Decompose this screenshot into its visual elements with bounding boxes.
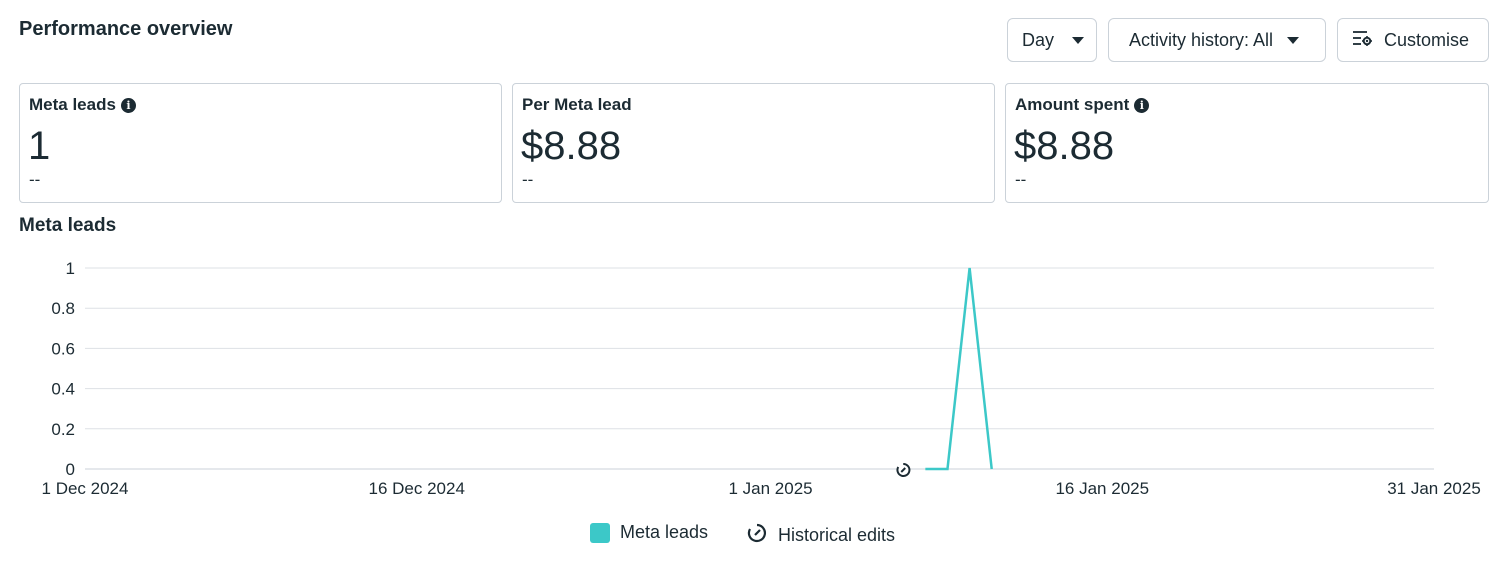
metric-label: Amount spent bbox=[1015, 95, 1130, 114]
y-tick-label: 0.8 bbox=[51, 299, 75, 318]
activity-history-dropdown-button[interactable]: Activity history: All bbox=[1108, 18, 1326, 62]
x-tick-label: 1 Jan 2025 bbox=[728, 479, 812, 498]
x-tick-label: 16 Dec 2024 bbox=[369, 479, 465, 498]
metric-label: Meta leads bbox=[29, 95, 116, 114]
info-icon[interactable]: i bbox=[1134, 97, 1150, 113]
page-title: Performance overview bbox=[19, 18, 233, 40]
metric-value: $8.88 bbox=[521, 124, 622, 168]
caret-down-icon bbox=[1072, 36, 1085, 44]
y-tick-label: 0 bbox=[66, 460, 75, 479]
x-tick-label: 16 Jan 2025 bbox=[1055, 479, 1149, 498]
caret-down-icon bbox=[1287, 36, 1300, 44]
day-dropdown-button[interactable]: Day bbox=[1007, 18, 1097, 62]
legend-item-meta-leads[interactable]: Meta leads bbox=[590, 522, 708, 543]
x-tick-label: 1 Dec 2024 bbox=[42, 479, 129, 498]
legend-item-historical-edits[interactable]: Historical edits bbox=[746, 522, 895, 549]
metric-card-amount-spent[interactable]: Amount spent i $8.88 -- bbox=[1005, 83, 1489, 203]
info-icon[interactable]: i bbox=[120, 97, 136, 113]
activity-history-label: Activity history: All bbox=[1129, 29, 1274, 50]
legend-label: Meta leads bbox=[620, 522, 709, 542]
metric-value: $8.88 bbox=[1014, 124, 1115, 168]
historical-edits-icon bbox=[746, 522, 768, 549]
metric-card-meta-leads[interactable]: Meta leads i 1 -- bbox=[19, 83, 502, 203]
metric-value: 1 bbox=[28, 124, 51, 168]
series-line-meta-leads[interactable] bbox=[925, 267, 993, 471]
metric-card-per-meta-lead[interactable]: Per Meta lead $8.88 -- bbox=[512, 83, 995, 203]
historical-edit-marker[interactable] bbox=[896, 462, 911, 477]
customise-button[interactable]: Customise bbox=[1337, 18, 1489, 62]
customise-label: Customise bbox=[1384, 29, 1470, 50]
y-tick-label: 0.4 bbox=[51, 380, 75, 399]
legend-label: Historical edits bbox=[778, 525, 896, 545]
metric-comparison: -- bbox=[1015, 170, 1027, 189]
metric-comparison: -- bbox=[522, 170, 534, 189]
legend-swatch bbox=[590, 522, 610, 543]
line-chart: 0 0.2 0.4 0.6 0.8 1 1 Dec 2024 16 Dec 2024 1 Jan… bbox=[42, 259, 1481, 498]
y-tick-label: 1 bbox=[66, 259, 75, 278]
chart-title: Meta leads bbox=[19, 215, 117, 236]
x-tick-label: 31 Jan 2025 bbox=[1387, 479, 1481, 498]
metric-label: Per Meta lead bbox=[522, 95, 632, 114]
customise-icon bbox=[1352, 29, 1374, 52]
y-tick-label: 0.2 bbox=[51, 420, 75, 439]
day-label: Day bbox=[1022, 29, 1055, 50]
y-tick-label: 0.6 bbox=[51, 339, 75, 358]
metric-comparison: -- bbox=[29, 170, 41, 189]
